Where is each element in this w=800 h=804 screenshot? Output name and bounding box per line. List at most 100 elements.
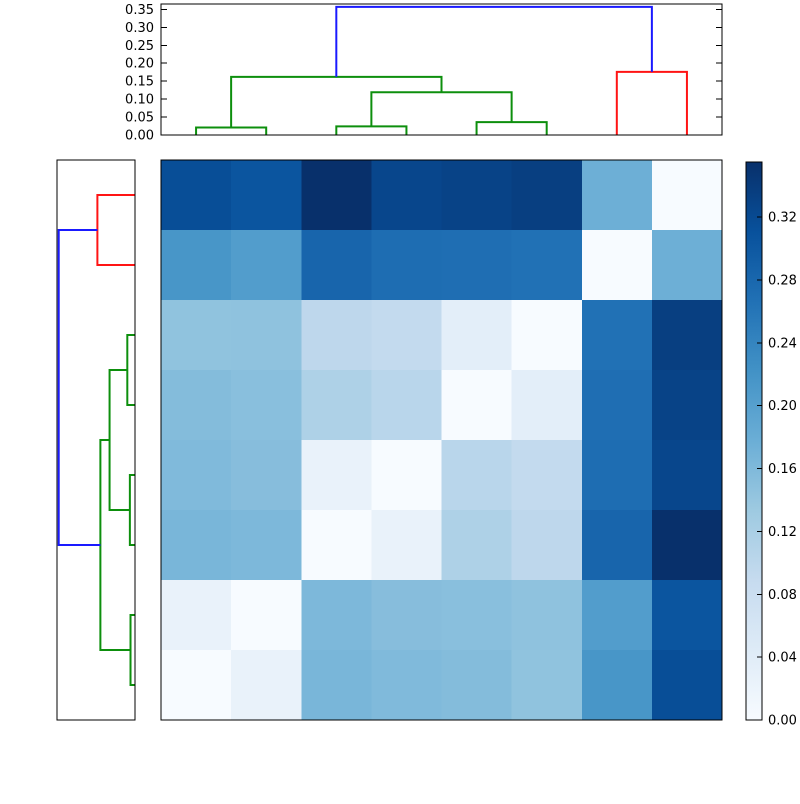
heatmap-cell xyxy=(511,370,582,440)
heatmap-cell xyxy=(371,580,442,650)
heatmap-cell xyxy=(651,650,722,720)
colorbar-tick-label: 0.00 xyxy=(768,714,797,729)
heatmap-cell xyxy=(441,230,512,300)
heatmap-cell xyxy=(581,510,652,580)
heatmap-cell xyxy=(441,580,512,650)
y-axis-tick-label: 0.30 xyxy=(125,21,154,36)
heatmap-cell xyxy=(301,580,372,650)
heatmap-cell xyxy=(301,440,372,510)
heatmap-cell xyxy=(511,440,582,510)
heatmap-cell xyxy=(651,230,722,300)
heatmap-cell xyxy=(161,230,232,300)
heatmap-cell xyxy=(581,580,652,650)
y-axis-tick-label: 0.20 xyxy=(125,57,154,72)
heatmap-cell xyxy=(161,510,232,580)
heatmap-cell xyxy=(651,160,722,230)
heatmap-cell xyxy=(511,230,582,300)
heatmap-cell xyxy=(161,580,232,650)
y-axis-tick-label: 0.15 xyxy=(125,75,154,90)
heatmap-cell xyxy=(231,370,302,440)
heatmap-cell xyxy=(651,370,722,440)
heatmap-cell xyxy=(441,440,512,510)
y-axis-tick-label: 0.25 xyxy=(125,39,154,54)
heatmap-cell xyxy=(581,300,652,370)
heatmap-cell xyxy=(511,580,582,650)
dendrogram-link xyxy=(96,194,135,266)
heatmap-cell xyxy=(651,580,722,650)
heatmap-border xyxy=(160,159,723,721)
heatmap-cell xyxy=(371,650,442,720)
top-dendrogram-border xyxy=(160,3,723,136)
heatmap-cell xyxy=(231,230,302,300)
colorbar-tick-label: 0.20 xyxy=(768,399,797,414)
heatmap-cell xyxy=(231,580,302,650)
heatmap-cell xyxy=(371,230,442,300)
heatmap-cell xyxy=(231,300,302,370)
heatmap-cell xyxy=(301,160,372,230)
heatmap-cell xyxy=(301,510,372,580)
heatmap xyxy=(160,159,723,721)
heatmap-cell xyxy=(441,300,512,370)
heatmap-cell xyxy=(511,160,582,230)
dendrogram-link xyxy=(129,614,135,686)
heatmap-cell xyxy=(161,440,232,510)
dendrogram-link xyxy=(615,70,688,135)
heatmap-cell xyxy=(231,440,302,510)
colorbar-gradient xyxy=(746,162,762,720)
y-axis-tick-label: 0.05 xyxy=(125,111,154,126)
dendrogram-link xyxy=(128,474,135,546)
dendrogram-link xyxy=(57,229,101,546)
heatmap-cell xyxy=(371,510,442,580)
heatmap-cell xyxy=(511,300,582,370)
heatmap-cell xyxy=(651,300,722,370)
heatmap-cell xyxy=(581,440,652,510)
dendrogram-link xyxy=(230,75,443,128)
y-axis-tick-label: 0.00 xyxy=(125,129,154,144)
heatmap-cell xyxy=(441,650,512,720)
colorbar-tick-label: 0.12 xyxy=(768,525,797,540)
heatmap-cell xyxy=(161,160,232,230)
dendrogram-link xyxy=(108,369,130,511)
heatmap-cell xyxy=(161,370,232,440)
colorbar-border xyxy=(745,161,763,721)
colorbar: 0.00 0.04 0.08 0.12 0.16 0.20 0.24 0.28 0.32 xyxy=(745,161,797,729)
colorbar-tick-label: 0.28 xyxy=(768,273,797,288)
heatmap-cell xyxy=(231,650,302,720)
heatmap-cell xyxy=(161,300,232,370)
colorbar-tick-label: 0.08 xyxy=(768,588,797,603)
y-axis-tick-label: 0.35 xyxy=(125,3,154,18)
heatmap-cell xyxy=(511,510,582,580)
heatmap-cell xyxy=(581,370,652,440)
left-dendrogram-border xyxy=(56,159,136,721)
dendrogram-link xyxy=(99,439,131,651)
dendrogram-link xyxy=(195,126,268,135)
heatmap-cell xyxy=(581,160,652,230)
heatmap-cell xyxy=(511,650,582,720)
dendrogram-link xyxy=(126,334,135,406)
heatmap-cell xyxy=(441,370,512,440)
heatmap-cell xyxy=(371,440,442,510)
heatmap-cell xyxy=(651,440,722,510)
heatmap-cell xyxy=(301,300,372,370)
y-axis-tick-label: 0.10 xyxy=(125,93,154,108)
heatmap-cell xyxy=(301,370,372,440)
heatmap-cell xyxy=(161,650,232,720)
heatmap-cell xyxy=(441,510,512,580)
colorbar-tick-label: 0.24 xyxy=(768,336,797,351)
colorbar-tick-label: 0.32 xyxy=(768,211,797,226)
heatmap-cell xyxy=(301,230,372,300)
top-dendrogram: 0.00 0.05 0.10 0.15 0.20 0.25 0.30 0.35 xyxy=(125,3,723,144)
heatmap-cell xyxy=(301,650,372,720)
heatmap-cell xyxy=(581,650,652,720)
dendrogram-link xyxy=(475,121,548,135)
heatmap-cell xyxy=(231,510,302,580)
heatmap-cell xyxy=(651,510,722,580)
colorbar-tick-label: 0.04 xyxy=(768,651,797,666)
heatmap-cell xyxy=(371,160,442,230)
dendrogram-link xyxy=(335,5,653,77)
heatmap-cell xyxy=(231,160,302,230)
heatmap-cell xyxy=(371,300,442,370)
left-dendrogram xyxy=(56,159,136,721)
